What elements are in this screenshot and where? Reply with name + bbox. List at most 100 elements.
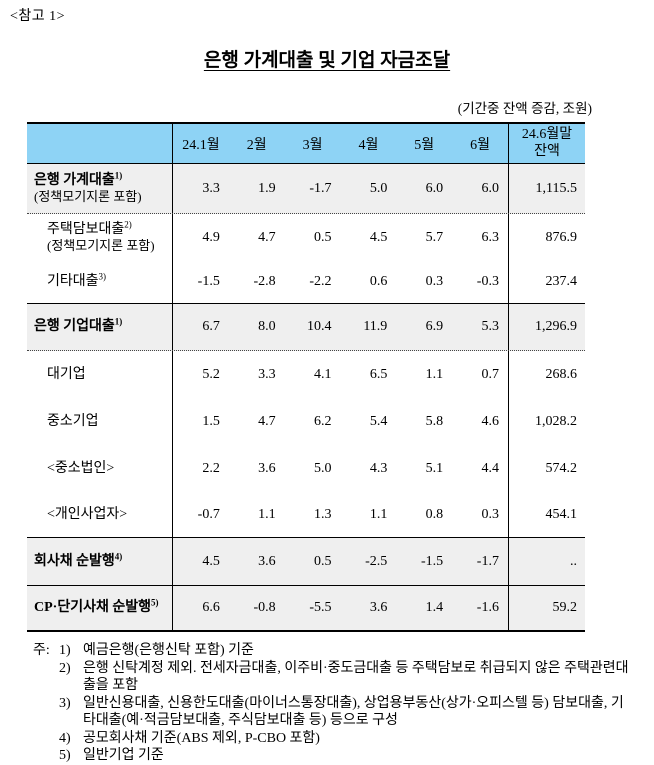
value-cell: 4.4 <box>481 460 499 476</box>
value-cell: 6.3 <box>481 229 499 245</box>
value-cell: 1.3 <box>313 506 332 522</box>
value-cell: 4.3 <box>369 460 388 476</box>
value-cell: -1.5 <box>420 553 444 569</box>
row-label: CP·단기사채 순발행 <box>34 600 151 616</box>
value-cell: 6.7 <box>202 319 220 334</box>
value-cell: 0.3 <box>425 274 444 289</box>
footnote-item: 주: 1) 예금은행(은행신탁 포함) 기준 <box>33 642 633 660</box>
value-cell: 6.9 <box>425 319 444 334</box>
balance-cell: 454.1 <box>507 492 585 537</box>
corner-cell <box>27 124 173 163</box>
balance-cell: 1,296.9 <box>507 304 585 350</box>
row-label: 대기업 <box>47 366 86 382</box>
value-cell: -1.6 <box>476 600 499 615</box>
month-header: 4월 <box>358 137 379 153</box>
footnote-number: 2) <box>59 660 71 676</box>
row-sublabel: (정책모기지론 포함) <box>34 189 142 205</box>
loan-table: 24.1월 2월 3월 4월 5월 6월 24.6월말 잔액 은행 가계대출1)… <box>27 122 585 632</box>
table-header-row: 24.1월 2월 3월 4월 5월 6월 24.6월말 잔액 <box>27 124 585 164</box>
value-cell: -2.5 <box>365 553 388 569</box>
month-header: 5월 <box>414 137 435 153</box>
value-cell: 1.4 <box>425 600 444 615</box>
footnotes: 주: 1) 예금은행(은행신탁 포함) 기준 2) 은행 신탁계정 제외. 전세… <box>33 642 633 765</box>
value-cell: 6.0 <box>481 180 499 196</box>
value-cell: 4.7 <box>258 413 276 429</box>
value-cell: 4.6 <box>481 413 499 429</box>
row-label: 기타대출 <box>47 274 99 290</box>
value-cell: -2.8 <box>253 274 276 289</box>
value-cell: -1.7 <box>476 553 499 569</box>
footnote-marker: 1) <box>114 316 123 327</box>
row-label: 은행 기업대출 <box>34 319 115 335</box>
value-cell: -2.2 <box>309 274 332 289</box>
footnote-marker: 3) <box>98 271 107 282</box>
value-cell: 5.0 <box>369 180 388 196</box>
footnote-text: 예금은행(은행신탁 포함) 기준 <box>83 643 254 658</box>
value-cell: 3.6 <box>369 600 388 615</box>
footnote-number: 1) <box>59 643 71 658</box>
value-cell: 0.5 <box>313 229 332 245</box>
month-header: 2월 <box>246 137 267 153</box>
month-header: 3월 <box>302 137 323 153</box>
balance-cell: .. <box>507 538 585 585</box>
balance-cell: 876.9 <box>507 214 585 261</box>
value-cell: 0.5 <box>313 553 332 569</box>
reference-label: <참고 1> <box>10 9 66 24</box>
footnote-number: 3) <box>59 695 71 711</box>
table-row: CP·단기사채 순발행5) 6.6 -0.8 -5.5 3.6 1.4 -1.6… <box>27 586 585 632</box>
balance-cell: 268.6 <box>507 351 585 398</box>
value-cell: 3.3 <box>202 180 220 196</box>
footnote-marker: 5) <box>151 597 159 608</box>
value-cell: 5.7 <box>425 229 444 245</box>
table-row: 은행 기업대출1) 6.7 8.0 10.4 11.9 6.9 5.3 1,29… <box>27 304 585 351</box>
value-cell: 4.5 <box>202 553 220 569</box>
value-cell: 0.3 <box>481 506 499 522</box>
value-cell: 4.7 <box>258 229 276 245</box>
balance-cell: 574.2 <box>507 445 585 492</box>
footnote-marker: 4) <box>114 551 123 562</box>
value-cell: 5.0 <box>313 460 332 476</box>
row-label: <개인사업자> <box>47 506 128 522</box>
balance-cell: 237.4 <box>507 261 585 303</box>
row-label: 중소기업 <box>47 413 99 429</box>
footnote-item: 5) 일반기업 기준 <box>33 747 633 765</box>
value-cell: 6.6 <box>202 600 220 615</box>
value-cell: 0.6 <box>369 274 388 289</box>
footnote-item: 4) 공모회사채 기준(ABS 제외, P-CBO 포함) <box>33 730 633 748</box>
balance-cell: 59.2 <box>507 586 585 630</box>
value-cell: 1.1 <box>369 506 388 522</box>
value-cell: 5.8 <box>425 413 444 429</box>
footnote-text: 공모회사채 기준(ABS 제외, P-CBO 포함) <box>83 730 320 746</box>
footnote-text: 은행 신탁계정 제외. 전세자금대출, 이주비·중도금대출 등 주택담보로 취급… <box>83 660 629 694</box>
footnote-item: 2) 은행 신탁계정 제외. 전세자금대출, 이주비·중도금대출 등 주택담보로… <box>33 660 633 695</box>
value-cell: 8.0 <box>258 319 276 334</box>
value-cell: -0.8 <box>253 600 276 615</box>
value-cell: 6.0 <box>425 180 444 196</box>
row-label: 은행 가계대출 <box>34 172 115 188</box>
balance-cell: 1,028.2 <box>507 398 585 445</box>
value-cell: -1.5 <box>197 274 220 289</box>
table-row: 회사채 순발행4) 4.5 3.6 0.5 -2.5 -1.5 -1.7 .. <box>27 538 585 586</box>
table-row: 주택담보대출2) (정책모기지론 포함) 4.9 4.7 0.5 4.5 5.7… <box>27 214 585 261</box>
footnote-item: 3) 일반신용대출, 신용한도대출(마이너스통장대출), 상업용부동산(상가·오… <box>33 695 633 730</box>
value-cell: 5.3 <box>481 319 499 334</box>
month-header: 24.1월 <box>182 137 220 153</box>
row-label: <중소법인> <box>47 460 115 476</box>
table-row: <개인사업자> -0.7 1.1 1.3 1.1 0.8 0.3 454.1 <box>27 492 585 538</box>
table-row: 대기업 5.2 3.3 4.1 6.5 1.1 0.7 268.6 <box>27 351 585 398</box>
value-cell: -1.7 <box>309 180 332 196</box>
value-cell: 6.5 <box>369 366 388 382</box>
row-label: 주택담보대출 <box>47 221 125 237</box>
value-cell: 10.4 <box>306 319 332 334</box>
value-cell: 11.9 <box>363 319 388 334</box>
value-cell: -5.5 <box>309 600 332 615</box>
value-cell: 5.2 <box>202 366 220 382</box>
month-header: 6월 <box>470 137 490 153</box>
value-cell: 0.8 <box>425 506 444 522</box>
value-cell: 3.3 <box>258 366 276 382</box>
footnote-marker: 1) <box>114 169 123 180</box>
table-row: 중소기업 1.5 4.7 6.2 5.4 5.8 4.6 1,028.2 <box>27 398 585 445</box>
value-cell: 1.9 <box>258 180 276 196</box>
value-cell: 2.2 <box>202 460 220 476</box>
value-cell: 1.1 <box>425 366 444 382</box>
